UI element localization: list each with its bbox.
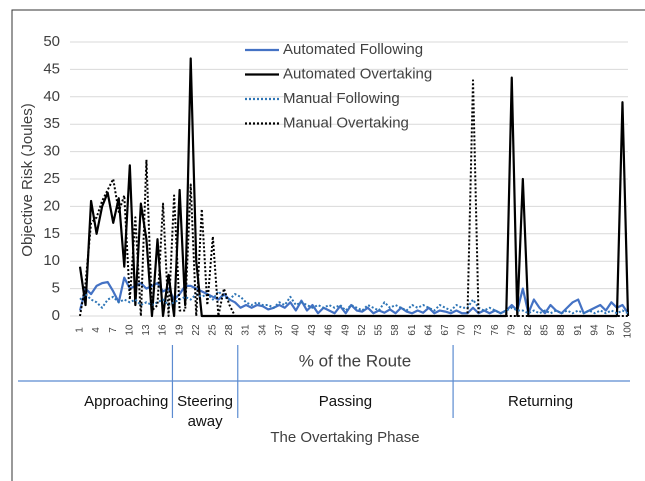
x-tick-label: 1 xyxy=(75,327,86,333)
y-tick-label: 15 xyxy=(43,225,60,242)
legend-label: Manual Following xyxy=(283,90,400,107)
x-tick-label: 58 xyxy=(390,324,401,336)
x-tick-label: 70 xyxy=(457,324,468,336)
y-tick-label: 25 xyxy=(43,170,60,187)
x-tick-label: 100 xyxy=(623,321,634,338)
x-tick-label: 97 xyxy=(606,324,617,336)
x-tick-label: 82 xyxy=(523,324,534,336)
y-tick-label: 45 xyxy=(43,60,60,77)
frame xyxy=(11,9,645,481)
x-tick-label: 22 xyxy=(191,324,202,336)
x-tick-label: 19 xyxy=(174,324,185,336)
y-axis-label: Objective Risk (Joules) xyxy=(19,103,36,256)
phase-label: Approaching xyxy=(84,393,169,410)
x-tick-label: 43 xyxy=(307,324,318,336)
y-tick-label: 0 xyxy=(52,307,60,324)
x-axis-label: % of the Route xyxy=(299,351,411,370)
series-line xyxy=(79,290,629,315)
phase-label: Passing xyxy=(318,393,373,410)
y-tick-label: 20 xyxy=(43,197,60,214)
y-tick-label: 35 xyxy=(43,115,60,132)
x-tick-label: 67 xyxy=(440,324,451,336)
y-tick-label: 30 xyxy=(43,143,60,160)
y-tick-label: 5 xyxy=(52,280,60,297)
x-tick-label: 79 xyxy=(506,324,517,336)
x-tick-label: 91 xyxy=(573,324,584,336)
legend-label: Manual Overtaking xyxy=(283,114,409,131)
legend-label: Automated Following xyxy=(283,41,423,58)
x-tick-label: 76 xyxy=(490,324,501,336)
phase-title: The Overtaking Phase xyxy=(270,429,419,446)
x-tick-label: 4 xyxy=(91,327,102,333)
legend-label: Automated Overtaking xyxy=(283,65,432,82)
y-tick-label: 10 xyxy=(43,252,60,269)
x-tick-label: 88 xyxy=(556,324,567,336)
phase-label: Returning xyxy=(508,393,574,410)
x-tick-label: 37 xyxy=(274,324,285,336)
x-tick-label: 94 xyxy=(589,324,600,336)
x-tick-label: 49 xyxy=(340,324,351,336)
series-line xyxy=(79,79,628,317)
x-tick-label: 40 xyxy=(291,324,302,336)
y-tick-label: 50 xyxy=(43,33,60,50)
x-tick-label: 34 xyxy=(257,324,268,336)
x-tick-label: 73 xyxy=(473,324,484,336)
x-tick-label: 7 xyxy=(108,327,119,333)
x-tick-label: 55 xyxy=(374,324,385,336)
x-tick-label: 31 xyxy=(241,324,252,336)
x-tick-label: 52 xyxy=(357,324,368,336)
x-tick-label: 61 xyxy=(407,324,418,336)
series-line xyxy=(78,57,630,318)
x-tick-label: 16 xyxy=(158,324,169,336)
x-tick-label: 85 xyxy=(540,324,551,336)
x-tick-label: 28 xyxy=(224,324,235,336)
x-tick-label: 10 xyxy=(124,324,135,336)
x-tick-label: 25 xyxy=(207,324,218,336)
phase-label: Steering away xyxy=(177,393,234,430)
x-tick-label: 46 xyxy=(324,324,335,336)
x-tick-label: 13 xyxy=(141,324,152,336)
y-tick-label: 40 xyxy=(43,88,60,105)
x-tick-label: 64 xyxy=(423,324,434,336)
